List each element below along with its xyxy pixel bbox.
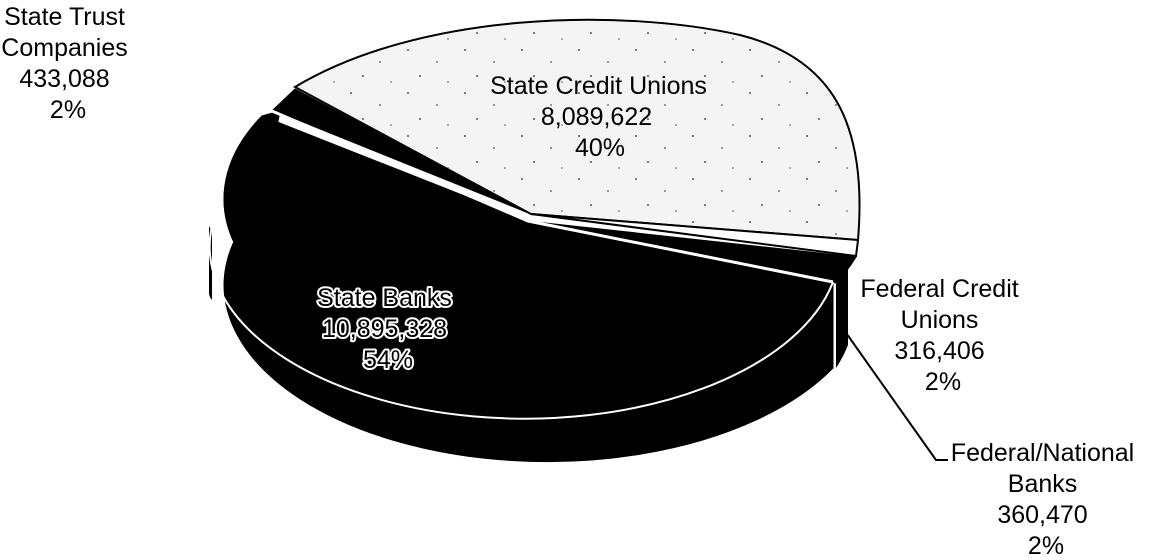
slice-labels: State Trust Companies 433,088 2% State C…: [1, 3, 1141, 560]
slice-state-banks: [223, 115, 835, 377]
label-state-trust: State Trust Companies 433,088 2%: [1, 3, 134, 124]
slice-state-credit-unions: [292, 18, 861, 242]
slice-separator: [271, 109, 834, 284]
label-state-credit-unions: State Credit Unions 8,089,622 40%: [490, 72, 714, 162]
label-state-banks: State Banks 10,895,328 54%: [317, 284, 459, 374]
slice-separator: [208, 225, 834, 420]
pie-tops: [208, 18, 861, 420]
label-federal-credit-unions: Federal Credit Unions 316,406 2%: [860, 275, 1025, 396]
slice-federal-credit-unions: [530, 213, 860, 258]
label-federal-national-banks: Federal/National Banks 360,470 2%: [951, 439, 1141, 560]
leader-line-federal-national: [843, 329, 948, 461]
slice-state-trust-companies: [272, 88, 532, 215]
slice-side-federal-banks: [836, 259, 848, 368]
